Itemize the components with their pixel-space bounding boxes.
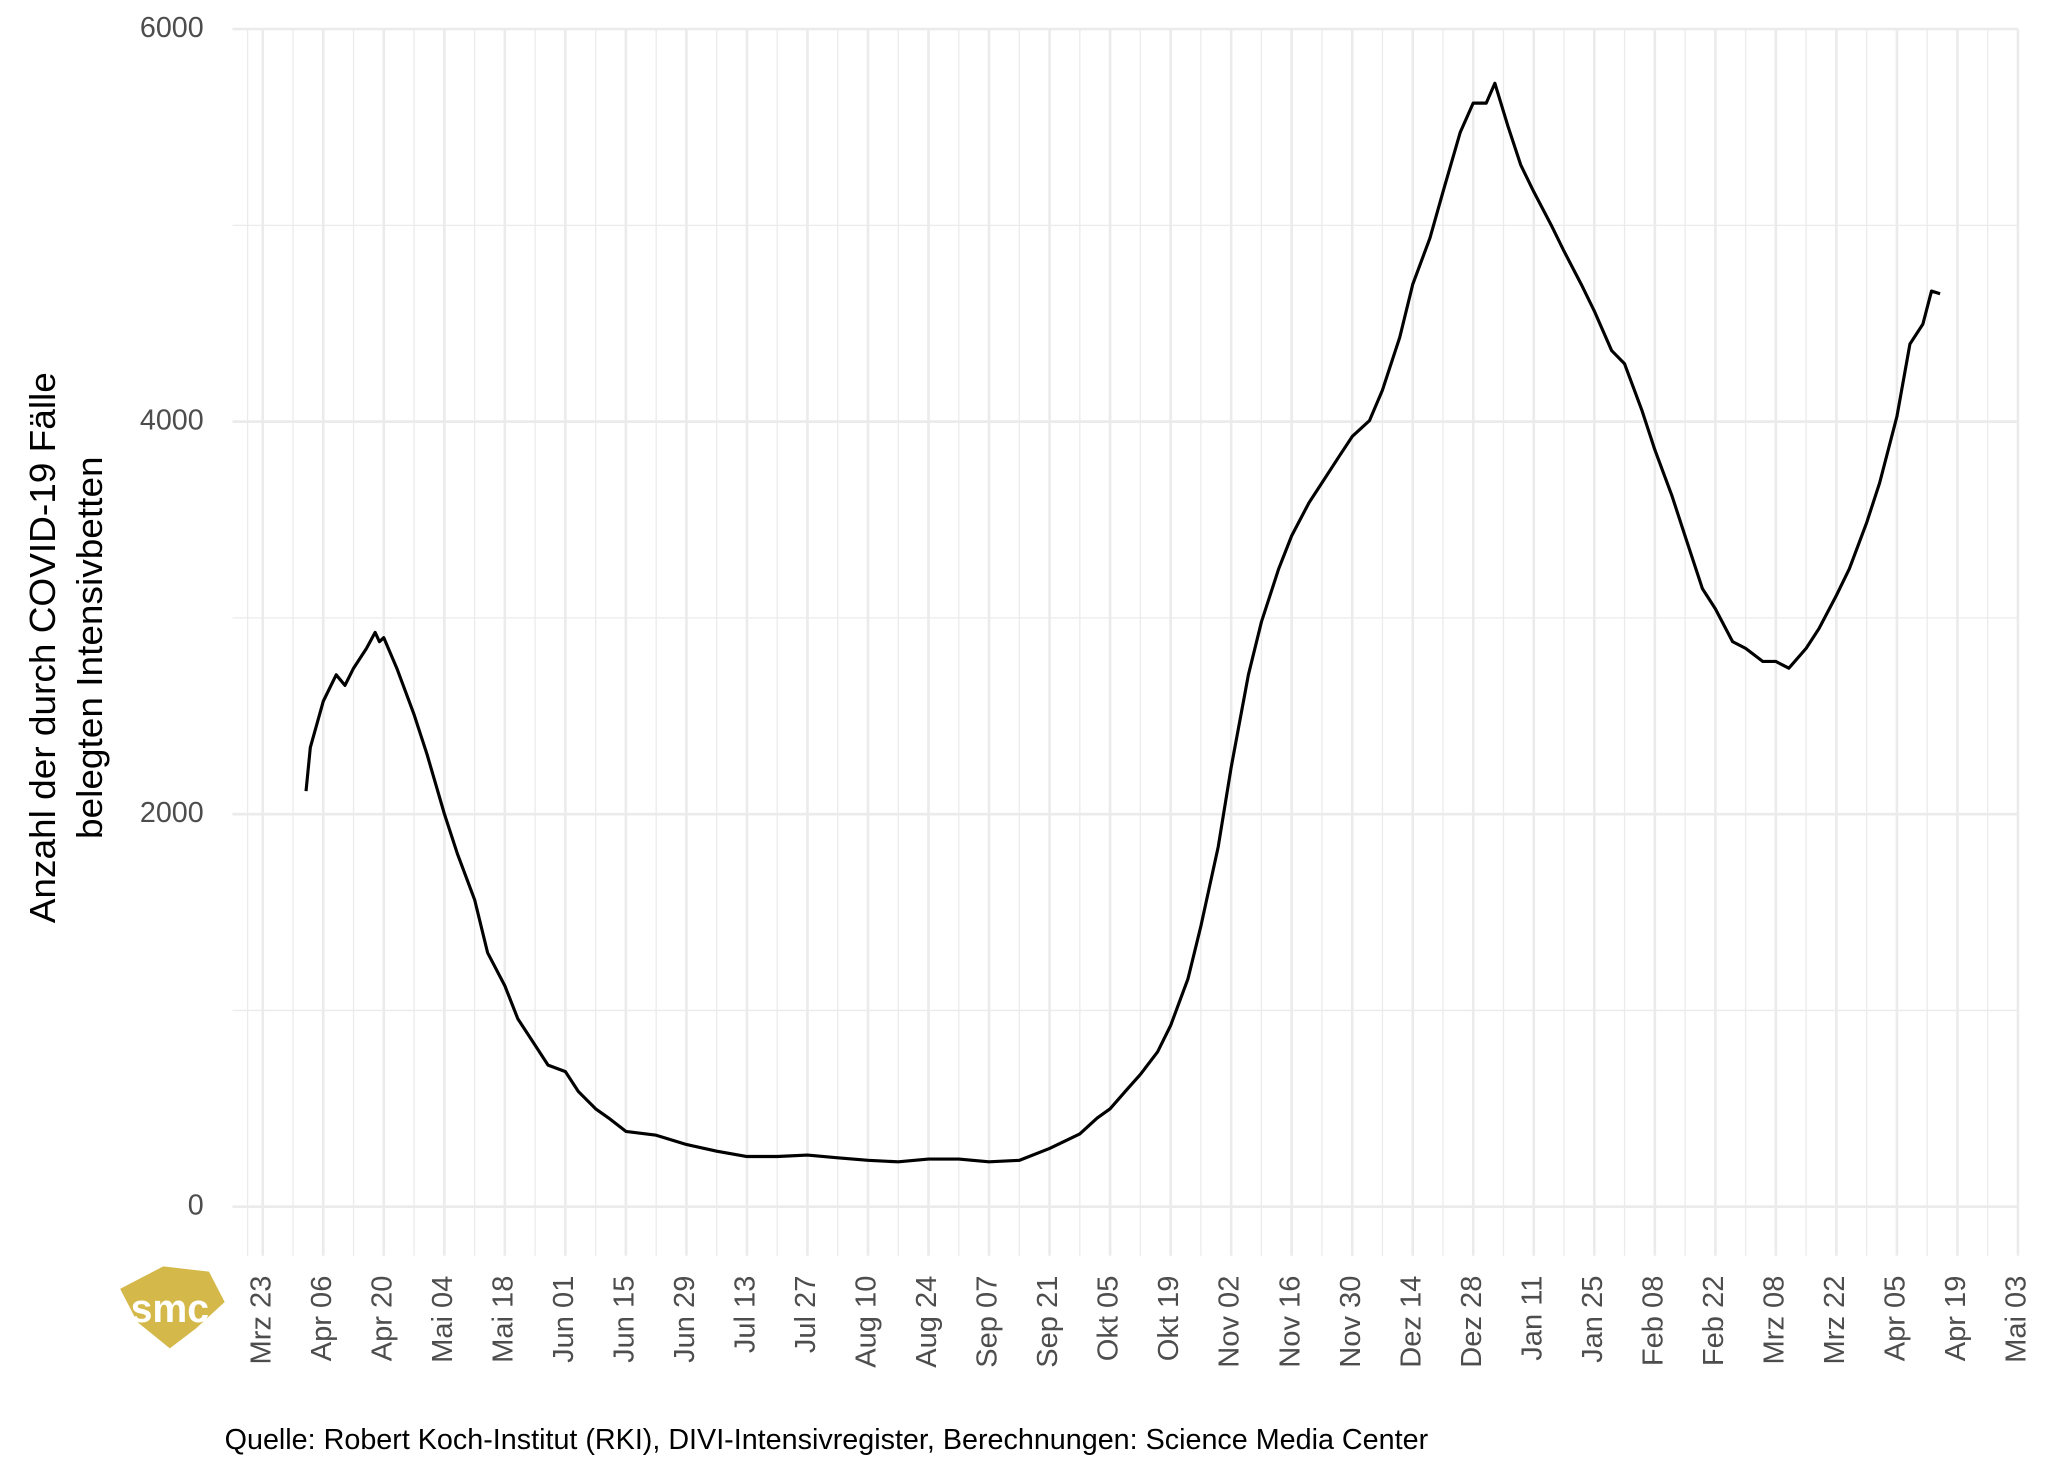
x-tick-label: Jun 01 — [548, 1276, 580, 1363]
y-tick-label: 2000 — [140, 797, 204, 829]
x-tick-label: Mrz 08 — [1759, 1276, 1791, 1365]
x-tick-label: Apr 05 — [1880, 1276, 1912, 1362]
source-note: Quelle: Robert Koch-Institut (RKI), DIVI… — [225, 1424, 1429, 1456]
x-tick-label: Mai 03 — [2001, 1276, 2033, 1363]
x-tick-label: Apr 19 — [1940, 1276, 1972, 1362]
x-tick-label: Apr 06 — [306, 1276, 338, 1362]
y-tick-label: 4000 — [140, 404, 204, 436]
x-tick-label: Jan 11 — [1517, 1276, 1549, 1361]
x-tick-label: Mrz 23 — [245, 1276, 277, 1365]
x-tick-label: Aug 24 — [911, 1276, 943, 1368]
x-tick-label: Okt 19 — [1153, 1276, 1185, 1362]
x-tick-label: Nov 30 — [1335, 1276, 1367, 1368]
x-tick-label: Dez 14 — [1395, 1276, 1427, 1368]
y-axis-title: belegten Intensivbetten — [69, 456, 110, 839]
x-tick-label: Feb 22 — [1698, 1276, 1730, 1366]
y-tick-label: 0 — [188, 1189, 204, 1221]
x-tick-label: Nov 16 — [1274, 1276, 1306, 1368]
logo-text: smc — [131, 1287, 209, 1331]
data-line — [304, 81, 1941, 1164]
x-tick-label: Jan 25 — [1577, 1276, 1609, 1363]
x-tick-label: Feb 08 — [1638, 1276, 1670, 1366]
x-tick-label: Mai 04 — [427, 1276, 459, 1363]
x-tick-label: Okt 05 — [1093, 1276, 1125, 1362]
x-tick-label: Sep 07 — [972, 1276, 1004, 1368]
x-tick-label: Jul 13 — [730, 1276, 762, 1354]
logo-shape — [120, 1266, 225, 1349]
x-tick-label: Nov 02 — [1214, 1276, 1246, 1368]
logo: smc — [120, 1266, 225, 1349]
y-axis-title: Anzahl der durch COVID-19 Fälle — [22, 372, 63, 923]
x-tick-label: Mai 18 — [488, 1276, 520, 1363]
x-tick-label: Jul 27 — [790, 1276, 822, 1354]
x-tick-label: Aug 10 — [851, 1276, 883, 1368]
grid — [232, 27, 2020, 1256]
y-tick-label: 6000 — [140, 12, 204, 44]
x-tick-label: Mrz 22 — [1819, 1276, 1851, 1365]
x-tick-label: Jun 29 — [669, 1276, 701, 1363]
x-tick-label: Dez 28 — [1456, 1276, 1488, 1368]
x-tick-label: Sep 21 — [1032, 1276, 1064, 1368]
x-tick-label: Apr 20 — [367, 1276, 399, 1362]
x-tick-label: Jun 15 — [609, 1276, 641, 1363]
